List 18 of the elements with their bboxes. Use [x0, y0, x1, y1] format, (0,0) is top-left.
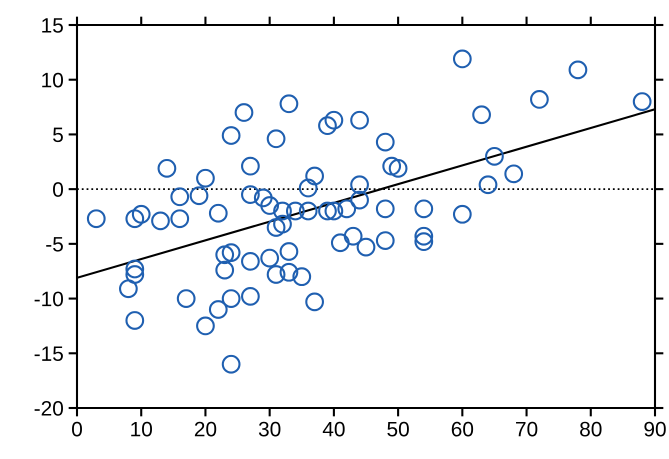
- x-tick-label: 70: [516, 422, 538, 436]
- x-tick-label: 40: [322, 422, 345, 436]
- x-tick-label: 10: [131, 422, 152, 436]
- y-tick-label: -15: [34, 346, 63, 362]
- y-tick-label: -10: [34, 292, 63, 306]
- x-tick-label: 90: [644, 422, 666, 436]
- x-tick-label: 50: [387, 422, 409, 436]
- x-tick-label: 80: [580, 422, 602, 436]
- x-tick-label: 0: [72, 422, 82, 436]
- y-tick-label: 5: [53, 128, 63, 142]
- y-tick-label: 15: [42, 18, 63, 33]
- y-tick-label: -5: [46, 237, 63, 252]
- y-tick-label: 10: [42, 72, 63, 88]
- x-tick-label: 60: [452, 422, 474, 436]
- y-tick-label: 0: [53, 182, 63, 197]
- x-tick-label: 20: [194, 422, 216, 436]
- y-tick-label: -20: [34, 401, 63, 416]
- x-tick-label: 30: [258, 422, 280, 436]
